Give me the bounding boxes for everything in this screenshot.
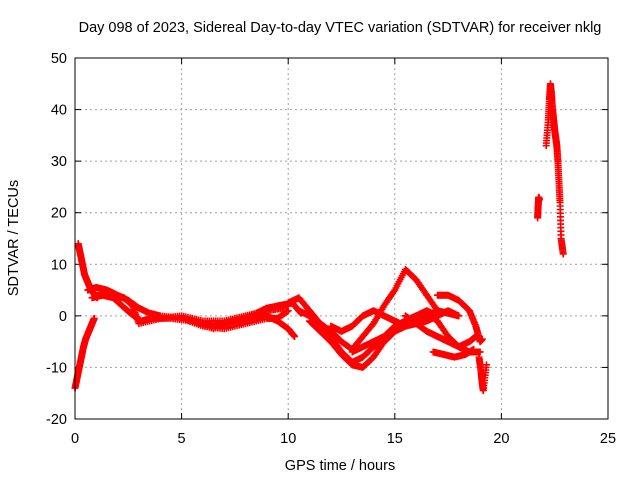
series-trackL [429,345,478,361]
data-point [478,335,486,343]
series-trackI [348,309,484,356]
x-tick-label: 20 [493,431,509,447]
y-tick-label: 10 [51,257,67,273]
tick-labels: 0 5 10 15 20 25 -20 -10 0 10 20 30 40 50 [46,51,616,447]
data-point [291,332,299,340]
data-point [535,196,543,204]
x-tick-label: 5 [178,431,186,447]
data-point [90,314,98,322]
y-tick-label: 20 [51,206,67,222]
y-tick-label: -10 [46,360,67,376]
axis-ticks [74,57,609,420]
series-small [534,193,543,222]
x-tick-label: 0 [71,431,79,447]
data-point [284,307,292,315]
series-spike [542,80,567,258]
plot-frame [74,57,609,420]
x-tick-label: 10 [280,431,296,447]
series-rise0 [71,314,98,392]
series-trackJ [401,312,480,351]
x-tick-label: 25 [600,431,616,447]
data-point [455,312,463,320]
x-axis-label: GPS time / hours [285,458,395,474]
y-tick-label: 30 [51,154,67,170]
data-point [280,304,288,312]
series-trackE [284,265,441,353]
y-tick-label: 0 [59,309,67,325]
series-trackK [433,291,486,346]
y-tick-label: 50 [51,51,67,67]
y-axis-label: SDTVAR / TECUs [6,180,22,296]
data-point [470,345,478,353]
y-tick-label: -20 [46,412,67,428]
series-trackD [178,312,299,340]
series-tail [475,353,490,395]
x-tick-label: 15 [387,431,403,447]
gridlines [75,58,608,419]
data-point [559,250,567,258]
data-points [71,80,567,395]
data-point [482,361,490,369]
data-point [476,348,484,356]
chart-title: Day 098 of 2023, Sidereal Day-to-day VTE… [79,20,602,36]
y-tick-label: 40 [51,103,67,119]
